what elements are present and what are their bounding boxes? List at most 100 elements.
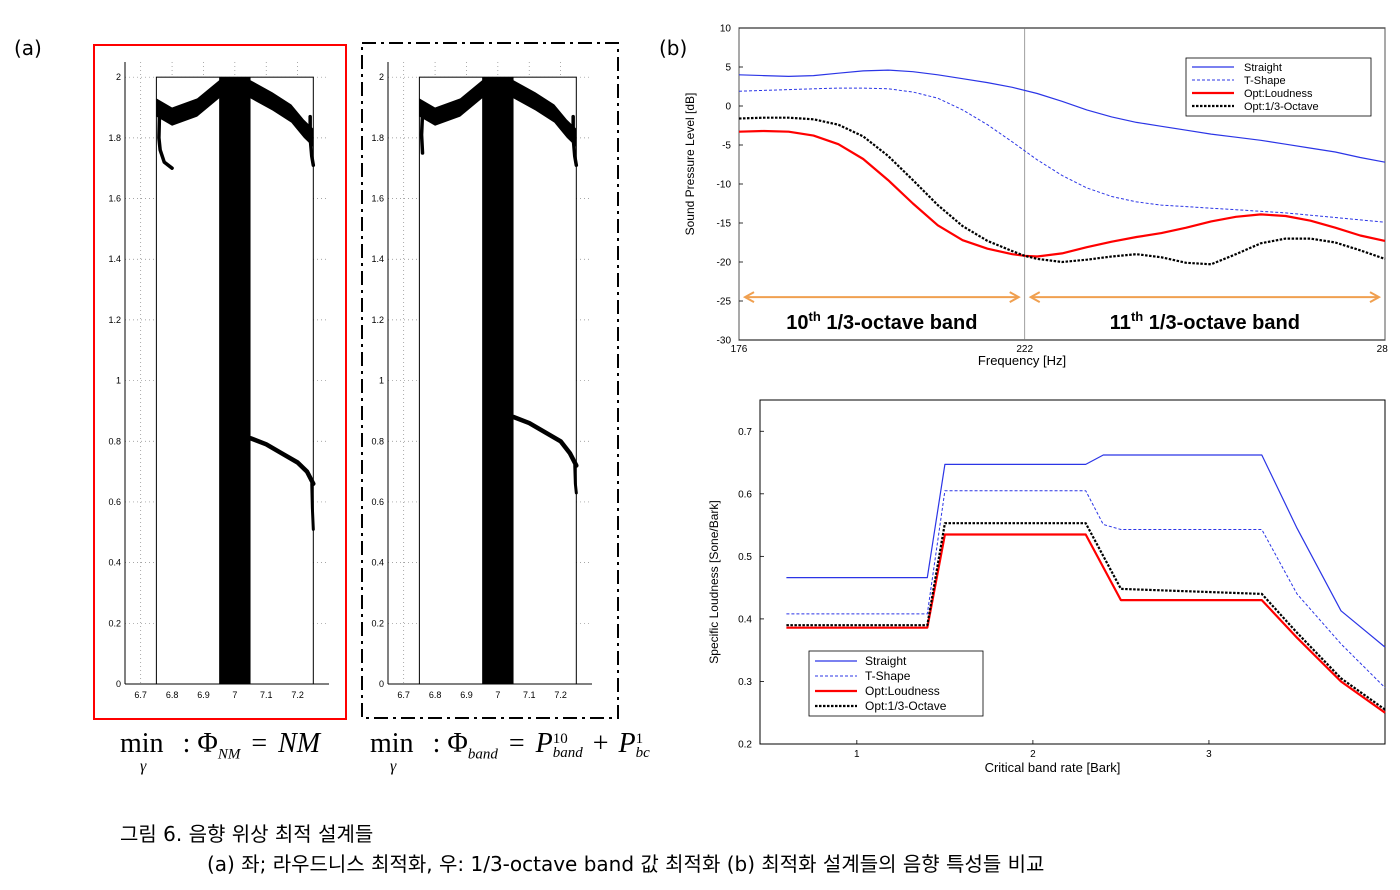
y-tick-label: 1.2 [108,315,121,325]
topology-plot-loudness: 6.7 6.8 6.9 7 7.1 7.2 0 0.2 0.4 0.6 0.8 1 1.2 1.4 1.6 1… [108,62,329,700]
band-label: 11th 1/3-octave band [1110,309,1300,334]
x-tick-label: 6.9 [460,690,473,700]
band-arrowhead-left [1028,291,1041,303]
x-tick-label: 6.7 [397,690,410,700]
x-tick-label: 6.8 [166,690,179,700]
series-line [738,87,1386,223]
x-tick-label: 2 [1030,749,1036,760]
y-tick-label: -30 [717,336,732,347]
topology-plot-octave: 6.7 6.8 6.9 7 7.1 7.2 0 0.2 0.4 0.6 0.8 1 1.2 1.4 1.6 1… [371,62,592,700]
x-tick-label: 280 [1377,344,1388,355]
y-tick-label: 5 [725,63,731,74]
y-tick-label: 1.6 [371,194,384,204]
material-arch [156,80,314,147]
formula-phi: Φ [197,728,218,759]
band-arrowhead-right [1369,291,1382,303]
y-tick-label: 1.4 [108,254,121,264]
band-label: 10th 1/3-octave band [786,309,977,334]
legend-label: Straight [865,654,907,668]
y-tick-label: 1.4 [371,254,384,264]
y-tick-label: 0.4 [738,614,752,625]
chart-specific-loudness: 0.2 0.3 0.4 0.5 0.6 0.7 1 2 3 Critical band rate … [707,399,1386,775]
legend-label: Opt:1/3-Octave [865,699,947,713]
panel-label-a: (a) [14,36,42,60]
y-tick-label: 1 [116,376,121,386]
formula-min-sub: γ [140,758,147,775]
x-tick-label: 7.2 [291,690,304,700]
series-line [738,116,1386,266]
figure-caption-detail: (a) 좌; 라우드니스 최적화, 우: 1/3-octave band 값 최… [207,852,1045,876]
material-left-drop [157,111,174,170]
y-tick-label: 1.6 [108,194,121,204]
y-tick-label: 0.2 [371,618,384,628]
x-tick-label: 3 [1206,749,1212,760]
formula-plus: + [592,728,609,759]
formula-eq: = [508,728,525,759]
formula-p: P [535,728,553,759]
x-axis-label: Critical band rate [Bark] [985,760,1121,775]
formula-min: min [120,728,164,759]
y-tick-label: 2 [379,72,384,82]
band-arrowhead-right [1009,291,1021,303]
y-tick-label: 0 [379,679,384,689]
legend-label: Opt:1/3-Octave [1244,101,1319,113]
series-line [786,454,1386,648]
series-line [786,490,1386,689]
y-tick-label: 2 [116,72,121,82]
y-tick-label: 1 [379,376,384,386]
y-tick-label: 0.6 [108,497,121,507]
y-tick-label: 0.2 [108,618,121,628]
formula-loudness: min γ : ΦNM = NM [120,728,320,775]
material-lower-branch [248,435,316,486]
y-tick-label: 0.4 [371,558,384,568]
panel-label-b: (b) [659,36,688,60]
y-axis-label: Specific Loudness [Sone/Bark] [707,500,721,663]
material-right-drop [308,114,316,167]
series-line [738,129,1386,258]
y-tick-label: 0.3 [738,677,752,688]
y-tick-label: 10 [720,24,732,35]
y-tick-label: 1.8 [371,133,384,143]
y-tick-label: -10 [717,180,732,191]
material-arch [419,80,577,147]
material-stem [219,77,251,685]
formula-p2-sup: 1 [635,730,644,747]
legend-label: T-Shape [865,669,911,683]
formula-eq: = [251,728,268,759]
y-tick-label: 0 [725,102,731,113]
x-tick-label: 7.1 [523,690,536,700]
formula-colon: : [182,728,191,759]
material-lower-branch [511,414,579,468]
y-tick-label: 0.5 [738,552,752,563]
y-tick-label: 0.4 [108,558,121,568]
x-tick-label: 1 [854,749,860,760]
legend-label: Straight [1244,62,1282,74]
x-axis-label: Frequency [Hz] [978,353,1066,368]
formula-p2: P [618,728,636,759]
figure-caption-title: 그림 6. 음향 위상 최적 설계들 [120,822,374,846]
x-tick-label: 7 [495,690,500,700]
x-tick-label: 176 [731,344,748,355]
x-tick-label: 6.8 [429,690,442,700]
material-lower-tail [573,464,578,495]
y-tick-label: 0.6 [738,489,752,500]
material-left-drop [419,111,425,155]
formula-p-sup: 10 [552,730,568,747]
formula-p-sub: band [552,744,583,761]
formula-phi: Φ [447,728,468,759]
y-tick-label: -15 [717,219,732,230]
formula-min: min [370,728,414,759]
y-tick-label: -5 [722,141,731,152]
x-tick-label: 7 [232,690,237,700]
y-tick-label: -20 [717,258,732,269]
formula-p2-sub: bc [635,744,650,761]
y-tick-label: 0.8 [371,436,384,446]
legend-label: Opt:Loudness [865,684,940,698]
x-tick-label: 6.9 [197,690,210,700]
band-arrowhead-left [742,291,755,303]
y-tick-label: 0.8 [108,436,121,446]
formula-octave-clip: min γ : Φband = P 10 band + P 1 bc [368,722,654,782]
y-tick-label: 0 [116,679,121,689]
formula-min-sub: γ [390,758,397,775]
